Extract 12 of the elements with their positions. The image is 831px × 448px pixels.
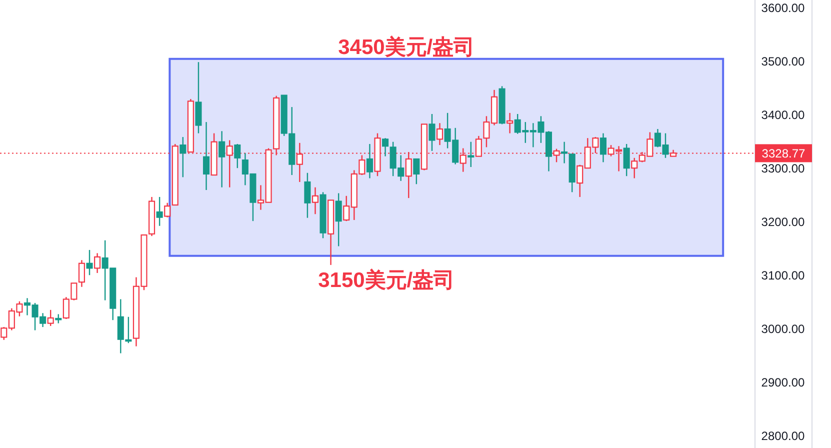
y-tick-label: 3500.00 <box>761 54 806 69</box>
annotation: 3450美元/盎司 <box>338 34 475 59</box>
y-tick-label: 2800.00 <box>761 429 806 444</box>
ref-line-label: 3328.77 <box>762 146 806 161</box>
y-tick-label: 3100.00 <box>761 268 806 283</box>
y-tick-label: 3400.00 <box>761 108 806 122</box>
annotation: 3150美元/盎司 <box>318 268 455 292</box>
y-tick-label: 3000.00 <box>761 322 806 336</box>
y-tick-label: 3200.00 <box>761 215 806 230</box>
y-tick-label: 2900.00 <box>761 376 806 390</box>
y-tick-label: 3600.00 <box>761 1 806 16</box>
y-tick-label: 3300.00 <box>761 162 806 176</box>
